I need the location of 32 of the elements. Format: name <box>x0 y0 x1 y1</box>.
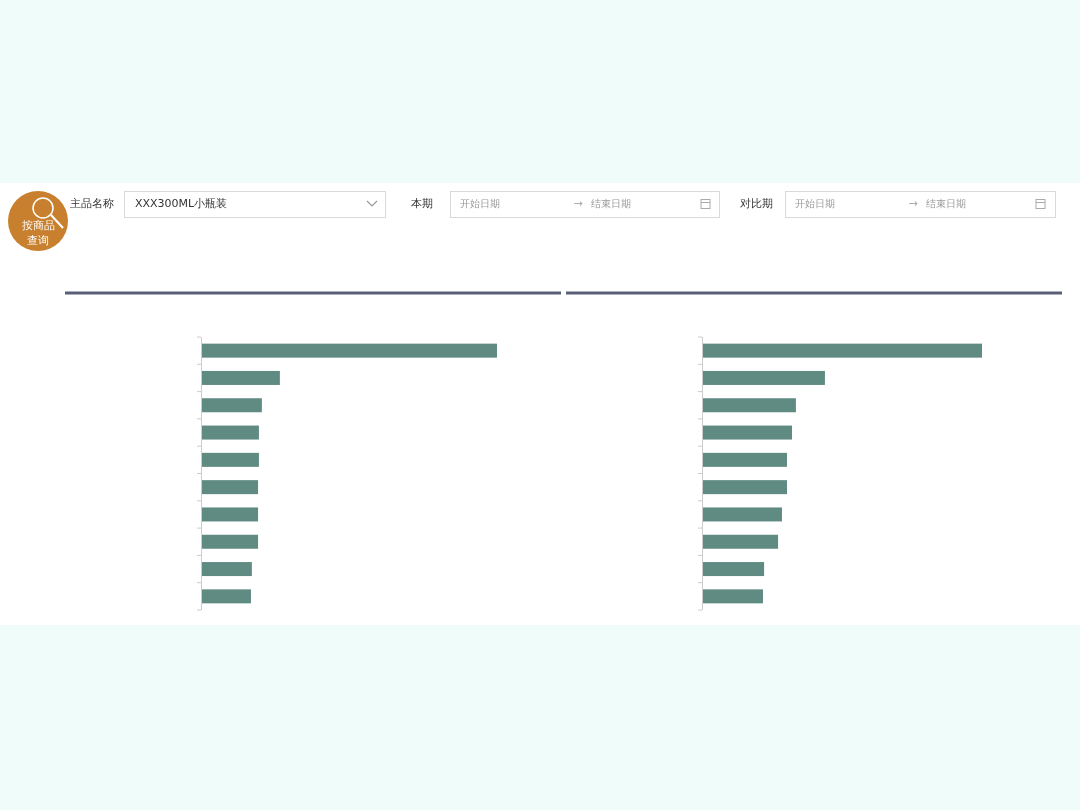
text: 结束日期 <box>591 198 631 209</box>
bar <box>703 507 782 522</box>
text: 开始日期 <box>460 198 500 209</box>
bar <box>202 398 262 413</box>
bar <box>202 343 497 358</box>
text: → <box>573 197 583 210</box>
bar <box>703 480 787 495</box>
bar <box>202 480 259 495</box>
bar <box>703 589 763 604</box>
bar <box>202 370 280 385</box>
text: 对比期 <box>740 197 773 210</box>
text: 结束日期 <box>926 198 966 209</box>
bar <box>703 398 796 413</box>
bar <box>202 425 259 440</box>
text: 开始日期 <box>795 198 835 209</box>
bar <box>703 343 982 358</box>
text: XXX300ML小瓶装 <box>135 197 228 210</box>
text: → <box>908 197 918 210</box>
bar <box>202 534 259 549</box>
bar <box>703 452 787 467</box>
text: 本期 <box>411 197 433 210</box>
bar <box>202 562 252 577</box>
text: 按商品 <box>21 219 55 232</box>
text: 查询 <box>27 234 49 247</box>
bar <box>703 370 825 385</box>
bar <box>202 589 251 604</box>
bar <box>703 562 765 577</box>
bar <box>703 425 792 440</box>
bar <box>202 452 259 467</box>
bar <box>703 534 779 549</box>
bar <box>202 507 259 522</box>
text: 主品名称 <box>70 197 114 210</box>
